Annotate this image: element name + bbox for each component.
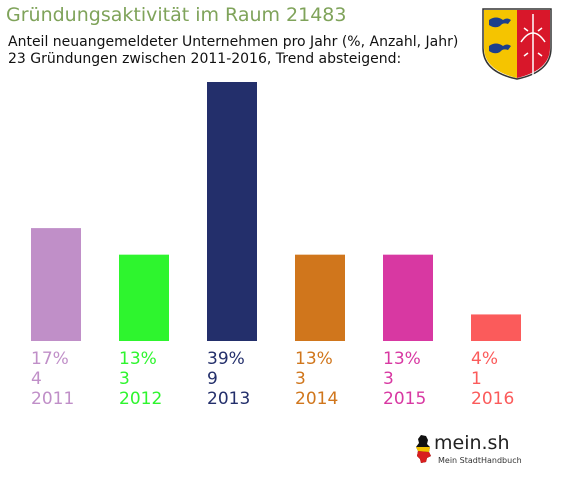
year-label-2011: 2011 xyxy=(31,389,74,409)
percent-label-2015: 13% xyxy=(383,349,421,369)
count-label-2011: 4 xyxy=(31,369,42,389)
germany-map-icon xyxy=(416,435,431,463)
bar-2012 xyxy=(119,254,169,341)
year-label-2012: 2012 xyxy=(119,389,162,409)
year-label-2015: 2015 xyxy=(383,389,426,409)
bar-2016 xyxy=(471,314,521,341)
bar-2011 xyxy=(31,228,81,341)
bar-2015 xyxy=(383,254,433,341)
logo-name: mein.sh xyxy=(434,432,510,454)
bar-2014 xyxy=(295,254,345,341)
subtitle-line-2: 23 Gründungen zwischen 2011-2016, Trend … xyxy=(8,51,402,67)
bar-2013 xyxy=(207,82,257,341)
percent-label-2013: 39% xyxy=(207,349,245,369)
count-label-2012: 3 xyxy=(119,369,130,389)
percent-label-2012: 13% xyxy=(119,349,157,369)
percent-label-2016: 4% xyxy=(471,349,498,369)
count-label-2013: 9 xyxy=(207,369,218,389)
percent-label-2014: 13% xyxy=(295,349,333,369)
logo-tagline: Mein StadtHandbuch xyxy=(438,456,522,465)
count-label-2014: 3 xyxy=(295,369,306,389)
mein-sh-logo: mein.sh Mein StadtHandbuch xyxy=(414,430,534,472)
count-label-2016: 1 xyxy=(471,369,482,389)
year-label-2013: 2013 xyxy=(207,389,250,409)
percent-label-2011: 17% xyxy=(31,349,69,369)
year-label-2014: 2014 xyxy=(295,389,338,409)
coat-of-arms-icon xyxy=(482,8,552,80)
chart-title: Gründungsaktivität im Raum 21483 xyxy=(6,4,347,26)
count-label-2015: 3 xyxy=(383,369,394,389)
year-label-2016: 2016 xyxy=(471,389,514,409)
subtitle-line-1: Anteil neuangemeldeter Unternehmen pro J… xyxy=(8,34,459,50)
chart-subtitle: Anteil neuangemeldeter Unternehmen pro J… xyxy=(8,34,458,68)
